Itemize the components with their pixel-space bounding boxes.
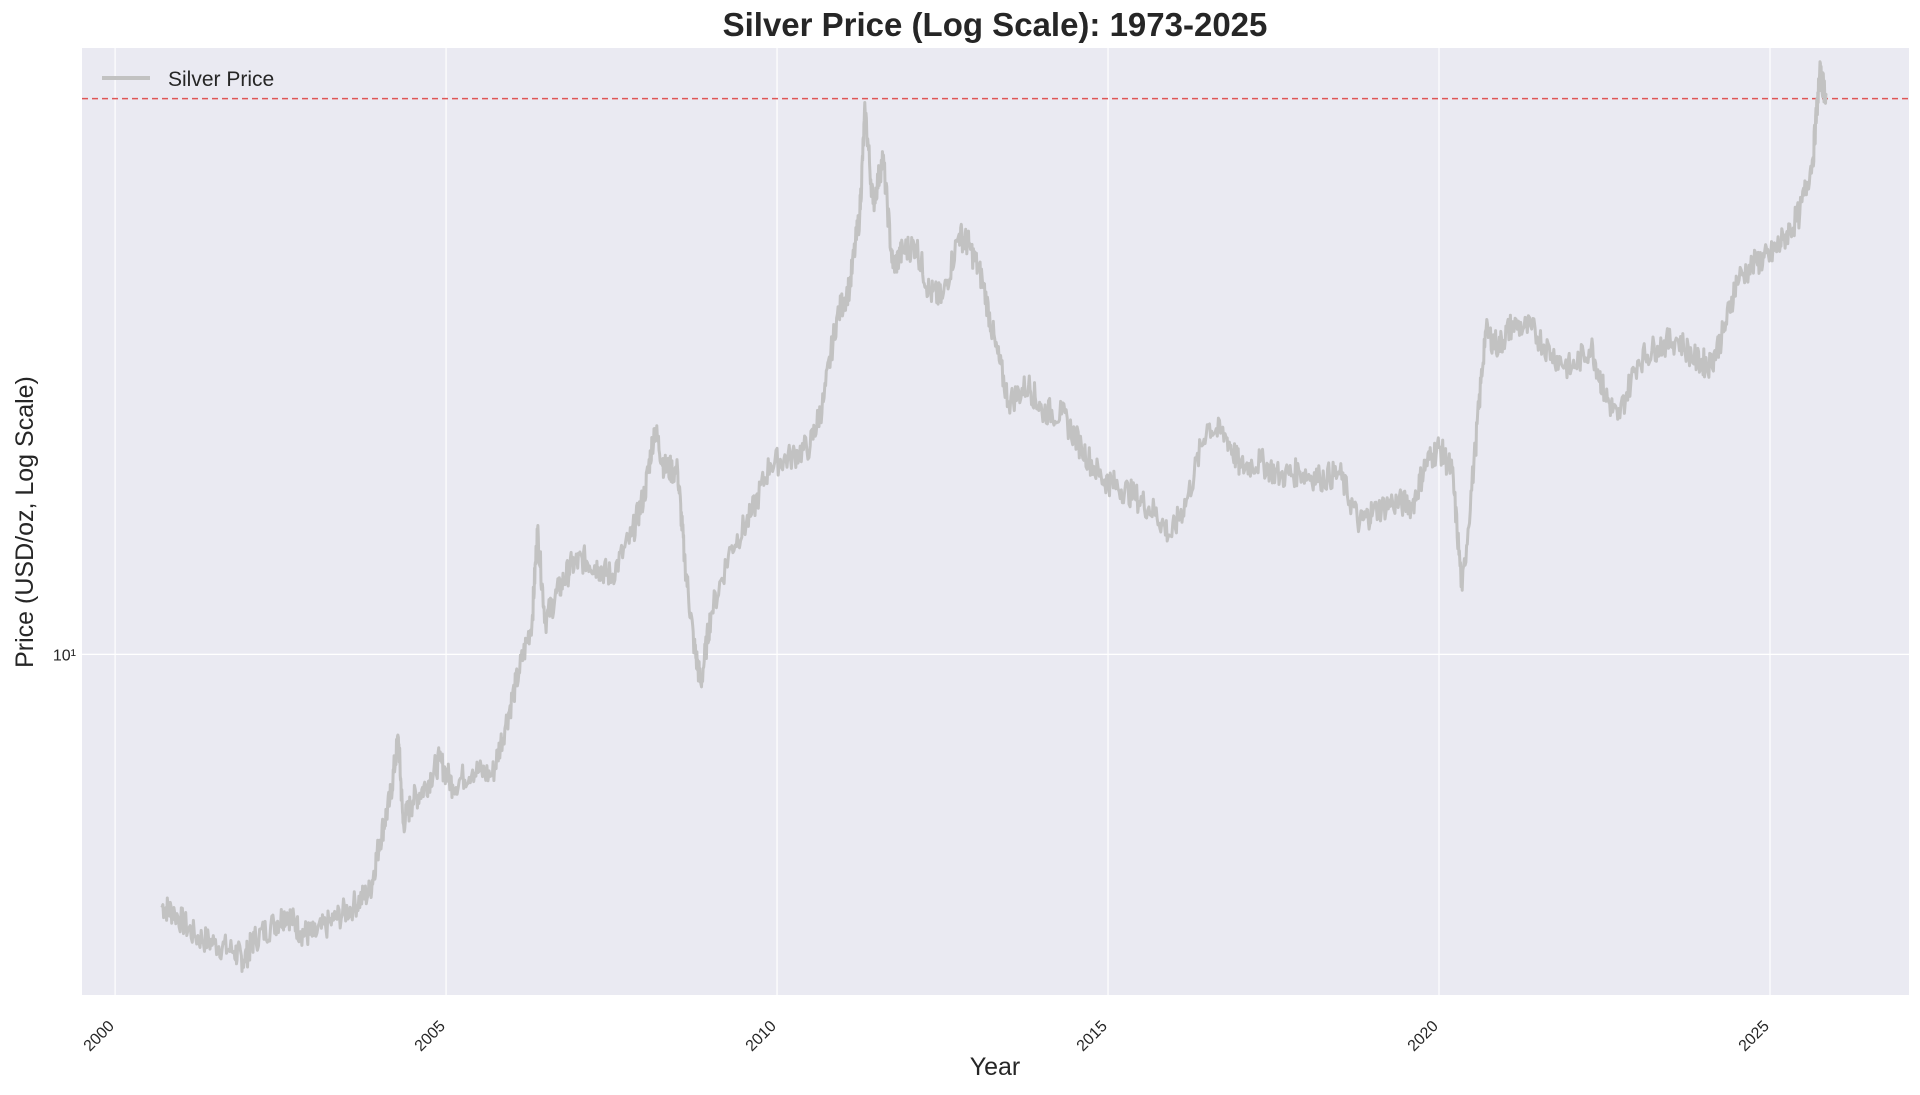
plot-area (82, 48, 1909, 995)
series-line-silver-price (160, 60, 1828, 973)
y-axis-label: Price (USD/oz, Log Scale) (11, 376, 39, 668)
series-layer (160, 60, 1828, 973)
x-tick-label: 2025 (1736, 1018, 1773, 1055)
legend-label-silver-price: Silver Price (168, 68, 274, 91)
chart-title: Silver Price (Log Scale): 1973-2025 (723, 6, 1268, 43)
y-tick-label: 10¹ (53, 647, 76, 664)
grid-layer (82, 48, 1909, 995)
x-tick-label: 2020 (1405, 1018, 1442, 1055)
x-tick-label: 2015 (1074, 1018, 1111, 1055)
x-axis-label: Year (970, 1053, 1021, 1081)
x-tick-label: 2010 (743, 1018, 780, 1055)
x-tick-label: 2000 (81, 1018, 118, 1055)
x-tick-label: 2005 (412, 1018, 449, 1055)
legend: Silver Price (102, 68, 274, 91)
